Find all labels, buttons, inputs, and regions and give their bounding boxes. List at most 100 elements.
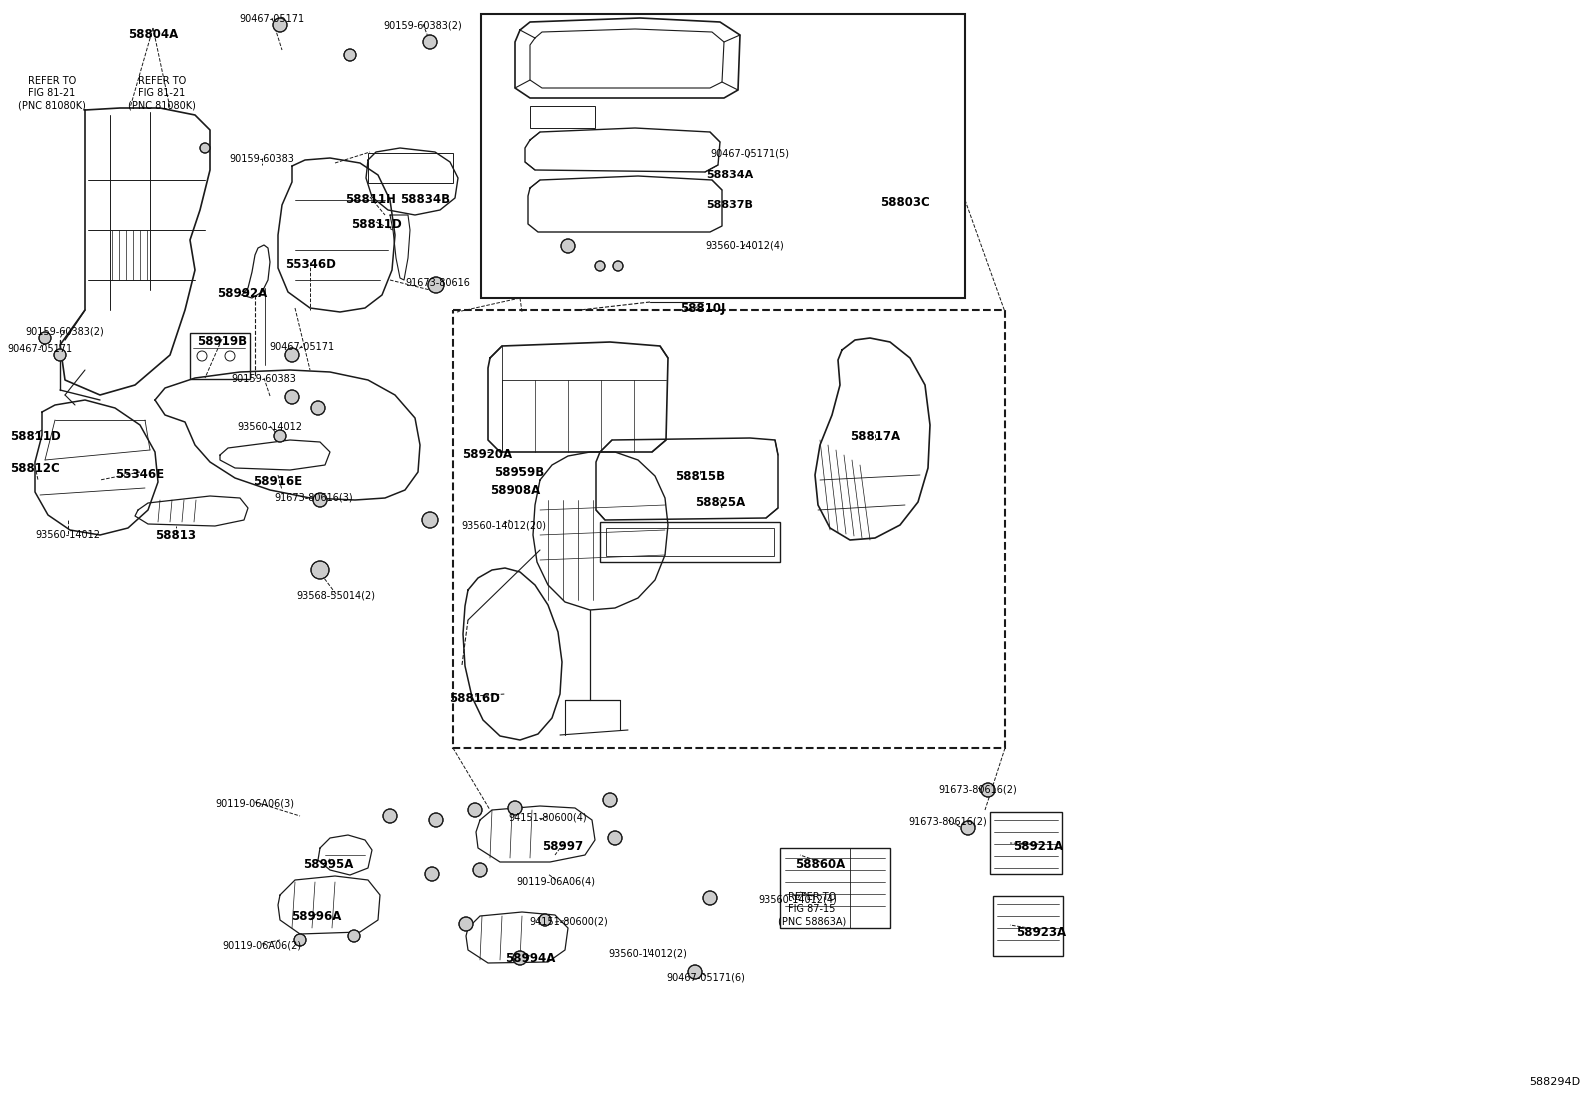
Text: 91673-80616(2): 91673-80616(2)	[939, 784, 1017, 793]
Circle shape	[704, 891, 716, 904]
Circle shape	[349, 930, 360, 942]
Text: 90467-05171(6): 90467-05171(6)	[667, 972, 745, 983]
Bar	[993, 896, 1063, 956]
Circle shape	[560, 238, 575, 253]
Text: 58817A: 58817A	[850, 430, 899, 443]
Text: 90159-60383(2): 90159-60383(2)	[384, 20, 462, 30]
Circle shape	[344, 49, 357, 62]
Circle shape	[428, 277, 444, 293]
Text: 58804A: 58804A	[127, 27, 178, 41]
Text: 93560-14012(4): 93560-14012(4)	[705, 240, 785, 249]
Text: REFER TO: REFER TO	[788, 892, 836, 902]
Text: 58995A: 58995A	[302, 858, 353, 872]
Text: 58920A: 58920A	[462, 448, 513, 460]
Circle shape	[422, 512, 438, 528]
Circle shape	[595, 260, 605, 271]
Text: 58997: 58997	[543, 840, 584, 853]
Circle shape	[310, 401, 325, 415]
Text: FIG 81-21: FIG 81-21	[29, 88, 76, 98]
Text: 58811H: 58811H	[344, 193, 395, 206]
Text: 93560-14012(2): 93560-14012(2)	[608, 948, 688, 958]
Text: FIG 81-21: FIG 81-21	[139, 88, 186, 98]
Circle shape	[540, 914, 551, 926]
Text: 58908A: 58908A	[490, 484, 540, 497]
Text: 94151-80600(2): 94151-80600(2)	[530, 915, 608, 926]
Circle shape	[608, 831, 622, 845]
Text: 90467-05171: 90467-05171	[8, 344, 73, 354]
Text: 90119-06A06(2): 90119-06A06(2)	[223, 940, 301, 950]
Text: 58803C: 58803C	[880, 196, 930, 209]
Text: 58860A: 58860A	[794, 858, 845, 872]
Text: 90159-60383(2): 90159-60383(2)	[25, 326, 105, 336]
Circle shape	[613, 260, 622, 271]
Circle shape	[38, 332, 51, 344]
Text: 58921A: 58921A	[1013, 840, 1063, 853]
Circle shape	[310, 560, 330, 579]
Text: 58959B: 58959B	[494, 466, 544, 479]
Text: 90467-05171: 90467-05171	[239, 14, 304, 24]
Text: 93560-14012(4): 93560-14012(4)	[759, 893, 837, 904]
Text: 90119-06A06(4): 90119-06A06(4)	[516, 876, 595, 886]
Text: 93568-55014(2): 93568-55014(2)	[296, 590, 376, 600]
Text: 58816D: 58816D	[449, 692, 500, 704]
Circle shape	[428, 813, 443, 828]
Bar	[530, 106, 595, 127]
Text: FIG 87-15: FIG 87-15	[788, 904, 836, 914]
Text: 58810J: 58810J	[680, 302, 726, 315]
Text: 58811D: 58811D	[10, 430, 60, 443]
Text: 58815B: 58815B	[675, 470, 724, 482]
Text: 90467-05171: 90467-05171	[269, 342, 334, 352]
Text: 90159-60383: 90159-60383	[231, 374, 296, 384]
Circle shape	[272, 18, 287, 32]
Text: 91673-80616: 91673-80616	[406, 278, 471, 288]
Circle shape	[274, 430, 287, 442]
Text: 93560-14012(20): 93560-14012(20)	[462, 520, 546, 530]
Circle shape	[981, 782, 995, 797]
Circle shape	[473, 863, 487, 877]
Circle shape	[603, 793, 618, 807]
Text: (PNC 81080K): (PNC 81080K)	[18, 100, 86, 110]
Bar	[990, 812, 1062, 874]
Text: (PNC 58863A): (PNC 58863A)	[778, 915, 845, 926]
Bar	[454, 310, 1005, 748]
Circle shape	[384, 809, 396, 823]
Bar	[607, 528, 774, 556]
Circle shape	[201, 143, 210, 153]
Text: 58834A: 58834A	[707, 170, 753, 180]
Text: REFER TO: REFER TO	[29, 76, 76, 86]
Circle shape	[513, 951, 527, 965]
Circle shape	[423, 35, 436, 49]
Text: 58837B: 58837B	[707, 200, 753, 210]
Bar	[481, 14, 965, 298]
Text: (PNC 81080K): (PNC 81080K)	[127, 100, 196, 110]
Text: 58992A: 58992A	[217, 287, 267, 300]
Text: 58996A: 58996A	[291, 910, 341, 923]
Bar	[600, 522, 780, 562]
Text: 93560-14012: 93560-14012	[35, 530, 100, 540]
Text: 58811D: 58811D	[350, 218, 401, 231]
Text: 58834B: 58834B	[400, 193, 451, 206]
Circle shape	[54, 349, 65, 360]
Text: 91673-80616(2): 91673-80616(2)	[909, 815, 987, 826]
Circle shape	[962, 821, 974, 835]
Text: 58916E: 58916E	[253, 475, 302, 488]
Text: 588294D: 588294D	[1528, 1077, 1579, 1087]
Text: 90119-06A06(3): 90119-06A06(3)	[215, 798, 295, 808]
Circle shape	[468, 803, 482, 817]
Bar	[780, 848, 890, 928]
Circle shape	[508, 801, 522, 815]
Text: 58923A: 58923A	[1016, 926, 1067, 939]
Bar	[368, 153, 454, 184]
Text: 90467-05171(5): 90467-05171(5)	[710, 148, 790, 158]
Circle shape	[458, 917, 473, 931]
Circle shape	[285, 390, 299, 404]
Text: 58994A: 58994A	[505, 952, 556, 965]
Text: 58813: 58813	[156, 529, 196, 542]
Circle shape	[295, 934, 306, 946]
Circle shape	[314, 493, 326, 507]
Text: 90159-60383: 90159-60383	[229, 154, 295, 164]
Text: 58919B: 58919B	[197, 335, 247, 348]
Text: 91673-80616(3): 91673-80616(3)	[275, 492, 353, 502]
Text: 55346E: 55346E	[116, 468, 164, 481]
Circle shape	[285, 348, 299, 362]
